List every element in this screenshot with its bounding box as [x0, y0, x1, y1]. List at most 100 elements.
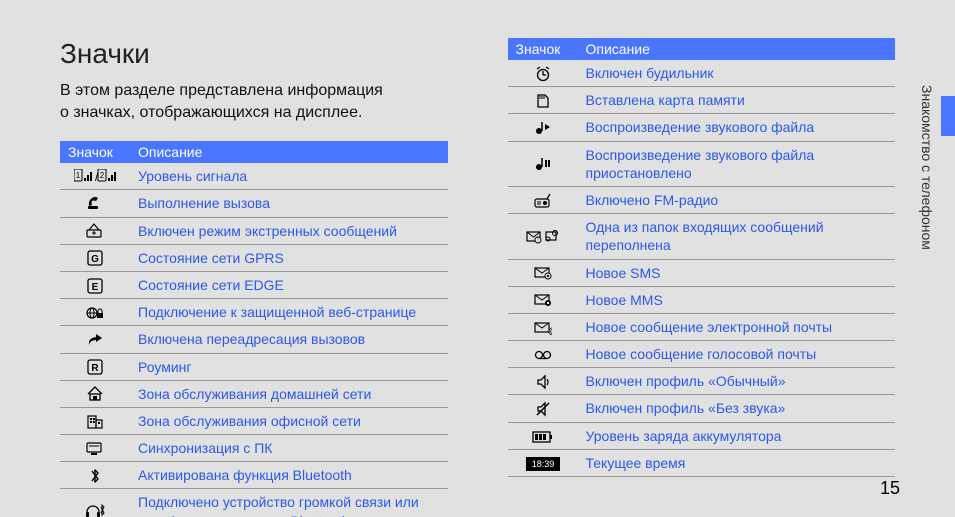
- voicemail-icon: [508, 341, 578, 368]
- table-row: 1/2Уровень сигнала: [60, 163, 448, 190]
- icon-description: Новое сообщение электронной почты: [578, 313, 896, 340]
- svg-text:G: G: [91, 254, 99, 265]
- icon-description: Включено FM-радио: [578, 186, 896, 213]
- page-body: Значки В этом разделе представлена инфор…: [0, 0, 955, 517]
- svg-text:1: 1: [76, 171, 81, 180]
- table-row: Включено FM-радио: [508, 186, 896, 213]
- table-row: Воспроизведение звукового файла: [508, 114, 896, 141]
- icon-description: Включен профиль «Обычный»: [578, 368, 896, 395]
- table-row: Вставлена карта памяти: [508, 87, 896, 114]
- icon-description: Вставлена карта памяти: [578, 87, 896, 114]
- time-icon: 18:39: [508, 449, 578, 476]
- table-row: G Состояние сети GPRS: [60, 244, 448, 271]
- alarm-icon: [508, 60, 578, 87]
- bt-headset-icon: [60, 489, 130, 517]
- icon-description: Зона обслуживания домашней сети: [130, 380, 448, 407]
- roaming-icon: R: [60, 353, 130, 380]
- table-row: Включен будильник: [508, 60, 896, 87]
- pc-sync-icon: [60, 435, 130, 462]
- table-row: E Состояние сети EDGE: [60, 271, 448, 298]
- sos-icon: [60, 217, 130, 244]
- icon-description: Новое MMS: [578, 286, 896, 313]
- fwd-icon: [60, 326, 130, 353]
- col-header-icon: Значок: [508, 38, 578, 60]
- profile-silent-icon: [508, 395, 578, 422]
- pause-audio-icon: [508, 141, 578, 186]
- left-column: Значки В этом разделе представлена инфор…: [60, 38, 448, 517]
- icon-description: Воспроизведение звукового файла: [578, 114, 896, 141]
- table-row: Включена переадресация вызовов: [60, 326, 448, 353]
- gprs-icon: G: [60, 244, 130, 271]
- table-row: Синхронизация с ПК: [60, 435, 448, 462]
- table-row: 18:39 Текущее время: [508, 449, 896, 476]
- icon-description: Включен режим экстренных сообщений: [130, 217, 448, 244]
- fm-radio-icon: [508, 186, 578, 213]
- icon-description: Воспроизведение звукового файла приостан…: [578, 141, 896, 186]
- table-row: Включен профиль «Без звука»: [508, 395, 896, 422]
- signal-icon: 1/2: [60, 163, 130, 190]
- table-row: Включен профиль «Обычный»: [508, 368, 896, 395]
- intro-text: В этом разделе представлена информация о…: [60, 80, 448, 123]
- profile-norm-icon: [508, 368, 578, 395]
- table-row: Зона обслуживания домашней сети: [60, 380, 448, 407]
- table-row: Уровень заряда аккумулятора: [508, 422, 896, 449]
- table-row: Активирована функция Bluetooth: [60, 462, 448, 489]
- bt-icon: [60, 462, 130, 489]
- icon-description: Состояние сети GPRS: [130, 244, 448, 271]
- svg-text:@: @: [548, 326, 552, 336]
- play-audio-icon: [508, 114, 578, 141]
- icons-table-right: Значок Описание Включен будильникВставле…: [508, 38, 896, 477]
- icon-description: Уровень сигнала: [130, 163, 448, 190]
- icon-description: Одна из папок входящих сообщений перепол…: [578, 214, 896, 259]
- table-row: RРоуминг: [60, 353, 448, 380]
- secure-web-icon: [60, 299, 130, 326]
- table-row: !Одна из папок входящих сообщений перепо…: [508, 214, 896, 259]
- svg-text:2: 2: [100, 171, 105, 180]
- email-icon: @: [508, 313, 578, 340]
- icon-description: Активирована функция Bluetooth: [130, 462, 448, 489]
- icon-description: Включена переадресация вызовов: [130, 326, 448, 353]
- table-row: @ Новое сообщение электронной почты: [508, 313, 896, 340]
- section-label: Знакомство с телефоном: [919, 85, 935, 250]
- icon-description: Включен профиль «Без звука»: [578, 395, 896, 422]
- memcard-icon: [508, 87, 578, 114]
- call-icon: [60, 190, 130, 217]
- icon-description: Новое SMS: [578, 259, 896, 286]
- table-row: Выполнение вызова: [60, 190, 448, 217]
- table-row: Зона обслуживания офисной сети: [60, 407, 448, 434]
- icon-description: Новое сообщение голосовой почты: [578, 341, 896, 368]
- battery-icon: [508, 422, 578, 449]
- svg-text:E: E: [92, 282, 99, 293]
- table-row: Включен режим экстренных сообщений: [60, 217, 448, 244]
- icon-description: Текущее время: [578, 449, 896, 476]
- table-row: Подключено устройство громкой связи или …: [60, 489, 448, 517]
- page-number: 15: [880, 478, 900, 499]
- office-zone-icon: [60, 407, 130, 434]
- table-row: Новое SMS: [508, 259, 896, 286]
- icon-description: Подключение к защищенной веб-странице: [130, 299, 448, 326]
- table-row: Новое MMS: [508, 286, 896, 313]
- icon-description: Включен будильник: [578, 60, 896, 87]
- table-row: Новое сообщение голосовой почты: [508, 341, 896, 368]
- icons-table-left: Значок Описание 1/2Уровень сигналаВыполн…: [60, 141, 448, 517]
- mms-icon: [508, 286, 578, 313]
- col-header-description: Описание: [130, 141, 448, 163]
- col-header-icon: Значок: [60, 141, 130, 163]
- inbox-full-icon: !: [508, 214, 578, 259]
- col-header-description: Описание: [578, 38, 896, 60]
- table-row: Подключение к защищенной веб-странице: [60, 299, 448, 326]
- svg-text:R: R: [91, 363, 99, 374]
- section-tab: [941, 96, 955, 136]
- icon-description: Выполнение вызова: [130, 190, 448, 217]
- svg-text:18:39: 18:39: [531, 459, 554, 469]
- icon-description: Подключено устройство громкой связи или …: [130, 489, 448, 517]
- right-column: Значок Описание Включен будильникВставле…: [508, 38, 896, 517]
- icon-description: Синхронизация с ПК: [130, 435, 448, 462]
- edge-icon: E: [60, 271, 130, 298]
- sms-icon: [508, 259, 578, 286]
- table-row: Воспроизведение звукового файла приостан…: [508, 141, 896, 186]
- icon-description: Состояние сети EDGE: [130, 271, 448, 298]
- icon-description: Уровень заряда аккумулятора: [578, 422, 896, 449]
- page-title: Значки: [60, 38, 448, 70]
- icon-description: Зона обслуживания офисной сети: [130, 407, 448, 434]
